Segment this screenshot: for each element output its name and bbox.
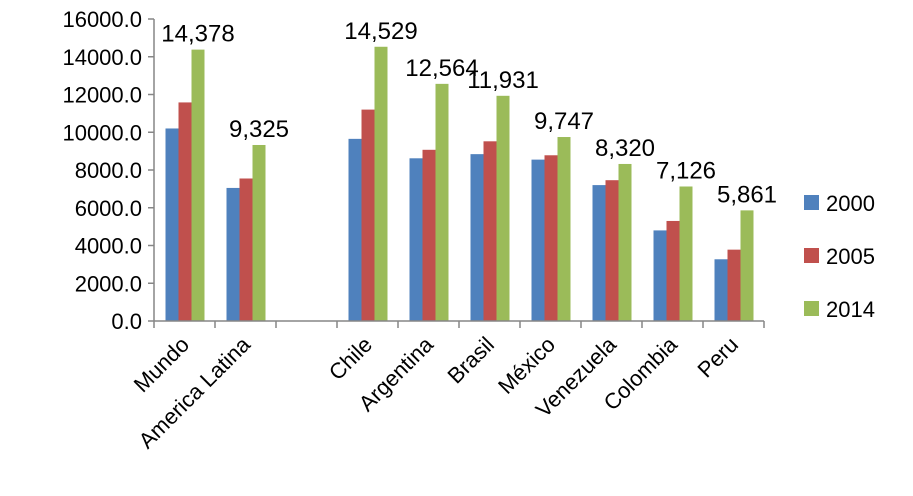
data-label: 14,529 xyxy=(344,18,417,45)
bar-2014-méxico xyxy=(557,137,571,321)
bar-2014-mundo xyxy=(191,49,205,322)
data-label: 11,931 xyxy=(467,67,539,94)
legend-label-2005: 2005 xyxy=(826,244,875,269)
bar-2005-méxico xyxy=(544,155,558,321)
data-label: 8,320 xyxy=(595,135,655,162)
bar-2000-méxico xyxy=(531,159,545,321)
category-label-brasil: Brasil xyxy=(442,332,499,389)
bar-2014-peru xyxy=(740,210,754,321)
y-tick-label: 8000.0 xyxy=(75,158,142,183)
data-label: 14,378 xyxy=(161,21,234,48)
bar-2005-brasil xyxy=(483,141,497,321)
legend-label-2014: 2014 xyxy=(826,297,875,322)
legend-swatch-2000 xyxy=(804,195,819,210)
bar-2005-colombia xyxy=(666,220,680,321)
bar-2000-mundo xyxy=(165,128,179,321)
data-label: 9,325 xyxy=(229,116,289,143)
bar-2000-brasil xyxy=(470,154,484,321)
data-label: 12,564 xyxy=(405,55,478,82)
category-label-peru: Peru xyxy=(692,332,743,383)
bar-2005-argentina xyxy=(422,149,436,321)
legend-swatch-2005 xyxy=(804,248,819,263)
bar-2014-brasil xyxy=(496,95,510,322)
y-tick-label: 6000.0 xyxy=(75,196,142,221)
legend: 2000 2005 2014 xyxy=(804,191,875,322)
y-tick-label: 10000.0 xyxy=(62,120,142,145)
category-label-america-latina: America Latina xyxy=(134,331,256,453)
y-tick-label: 2000.0 xyxy=(75,271,142,296)
data-label: 7,126 xyxy=(656,157,716,184)
bar-2014-chile xyxy=(374,46,388,321)
bar-2000-venezuela xyxy=(592,185,606,321)
y-tick-label: 14000.0 xyxy=(62,45,142,70)
data-label: 9,747 xyxy=(534,108,594,135)
bar-2014-america-latina xyxy=(252,144,266,321)
bars-layer xyxy=(165,46,754,322)
bar-2014-colombia xyxy=(679,186,693,321)
y-tick-label: 12000.0 xyxy=(62,83,142,108)
data-label: 5,861 xyxy=(717,181,777,208)
bar-2005-america-latina xyxy=(239,178,253,321)
y-tick-label: 0.0 xyxy=(111,309,142,334)
bar-2005-venezuela xyxy=(605,180,619,321)
legend-swatch-2014 xyxy=(804,301,819,316)
bar-2005-mundo xyxy=(178,102,192,322)
bar-2005-peru xyxy=(727,249,741,321)
bar-2014-argentina xyxy=(435,83,449,322)
legend-label-2000: 2000 xyxy=(826,191,875,216)
bar-2000-peru xyxy=(714,259,728,321)
bar-2005-chile xyxy=(361,109,375,321)
bar-2014-venezuela xyxy=(618,163,632,321)
y-tick-label: 16000.0 xyxy=(62,7,142,32)
bar-2000-colombia xyxy=(653,230,667,321)
bar-2000-chile xyxy=(348,138,362,321)
bar-2000-america-latina xyxy=(226,187,240,321)
axes-layer: 0.0 2000.0 4000.0 6000.0 8000.0 10000.0 12000.… xyxy=(62,7,765,334)
category-label-chile: Chile xyxy=(324,332,377,385)
bar-2000-argentina xyxy=(409,158,423,321)
y-tick-label: 4000.0 xyxy=(75,234,142,259)
